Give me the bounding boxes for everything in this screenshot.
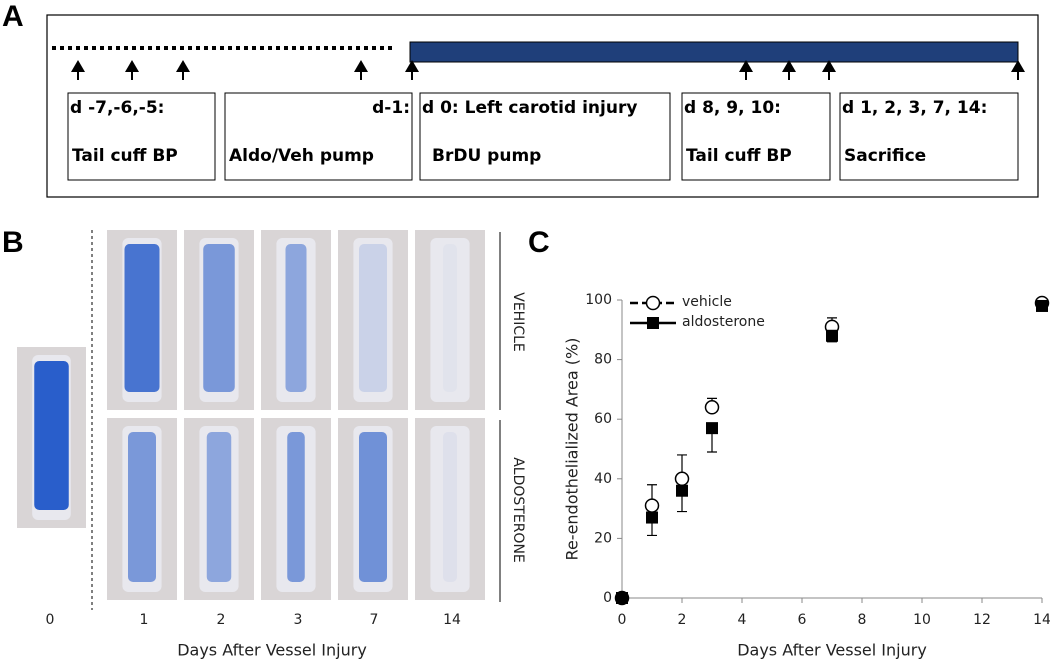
- marker: [704, 400, 720, 415]
- marker: [647, 317, 659, 329]
- panel-label: C: [528, 226, 550, 259]
- x-axis-title: Days After Vessel Injury: [737, 641, 927, 660]
- marker: [646, 511, 658, 524]
- arrow-head: [1011, 60, 1025, 72]
- arrow-head: [354, 60, 368, 72]
- tissue: [430, 426, 470, 592]
- tissue: [430, 238, 470, 402]
- marker: [706, 422, 718, 435]
- panel-label: A: [2, 0, 24, 33]
- tissue: [199, 426, 239, 592]
- x-tick-label: 4: [738, 612, 747, 628]
- stain: [359, 432, 387, 582]
- step-box: [224, 92, 413, 181]
- step-desc: Sacrifice: [844, 146, 926, 166]
- arrow-head: [176, 60, 190, 72]
- box-group: d -7,-6,-5: Tail cuff BP d-1: Aldo/Veh pump…: [67, 92, 1019, 181]
- stain: [287, 432, 305, 582]
- marker: [826, 329, 838, 342]
- photo-group: [17, 230, 485, 600]
- y-tick-label: 40: [594, 471, 612, 487]
- marker: [616, 592, 628, 604]
- step-desc: BrDU pump: [432, 146, 541, 166]
- stain: [128, 432, 156, 582]
- x-axis-title: Days After Vessel Injury: [177, 641, 367, 660]
- y-tick-label: 60: [594, 411, 612, 427]
- stain: [285, 244, 307, 392]
- stain: [359, 244, 387, 392]
- day-label: 14: [443, 612, 461, 628]
- tissue: [353, 238, 393, 402]
- day-label: 7: [370, 612, 379, 628]
- step-day: d 8, 9, 10:: [684, 98, 781, 118]
- arrow-head: [125, 60, 139, 72]
- y-tick-label: 0: [603, 590, 612, 606]
- x-tick-label: 14: [1033, 612, 1050, 628]
- x-tick-label: 12: [973, 612, 991, 628]
- stain: [206, 432, 232, 582]
- y-axis-title: Re-endothelialized Area (%): [563, 338, 582, 561]
- step-day: d 1, 2, 3, 7, 14:: [842, 98, 987, 118]
- step-box: [419, 92, 671, 181]
- legend-label: aldosterone: [682, 314, 765, 330]
- y-tick-label: 80: [594, 352, 612, 368]
- panel-a-frame: [46, 14, 1039, 198]
- arrow-head: [405, 60, 419, 72]
- y-tick-label: 20: [594, 530, 612, 546]
- step-box: [67, 92, 216, 181]
- marker: [676, 484, 688, 497]
- stain: [443, 432, 457, 582]
- day-label: 2: [217, 612, 226, 628]
- marker: [644, 498, 660, 513]
- row-label: ALDOSTERONE: [510, 457, 526, 563]
- marker: [674, 471, 690, 487]
- panel-label: B: [2, 226, 24, 259]
- step-box: [681, 92, 831, 181]
- step-box: [839, 92, 1019, 181]
- x-tick-label: 8: [858, 612, 867, 628]
- stain: [443, 244, 457, 392]
- day-label: 1: [140, 612, 149, 628]
- step-day: d 0: Left carotid injury: [422, 98, 637, 118]
- stain: [34, 361, 69, 510]
- stain: [203, 244, 235, 392]
- step-desc: Tail cuff BP: [686, 146, 792, 166]
- marker: [1036, 299, 1048, 312]
- step-desc: Aldo/Veh pump: [229, 146, 374, 166]
- stain: [124, 244, 160, 392]
- tissue: [276, 238, 316, 402]
- row-label: VEHICLE: [510, 292, 526, 352]
- x-tick-label: 6: [798, 612, 807, 628]
- step-day: d-1:: [372, 98, 410, 118]
- day-label: 0: [46, 612, 55, 628]
- x-tick-label: 10: [913, 612, 931, 628]
- day-label: 3: [294, 612, 303, 628]
- arrow-head: [739, 60, 753, 72]
- y-tick-label: 100: [585, 292, 612, 308]
- step-desc: Tail cuff BP: [72, 146, 178, 166]
- legend-label: vehicle: [682, 294, 732, 310]
- arrow-head: [71, 60, 85, 72]
- arrow-head: [782, 60, 796, 72]
- x-tick-label: 0: [618, 612, 627, 628]
- arrow-head: [822, 60, 836, 72]
- timeline-bar: [409, 41, 1019, 63]
- step-day: d -7,-6,-5:: [70, 98, 164, 118]
- marker: [645, 295, 661, 311]
- x-tick-label: 2: [678, 612, 687, 628]
